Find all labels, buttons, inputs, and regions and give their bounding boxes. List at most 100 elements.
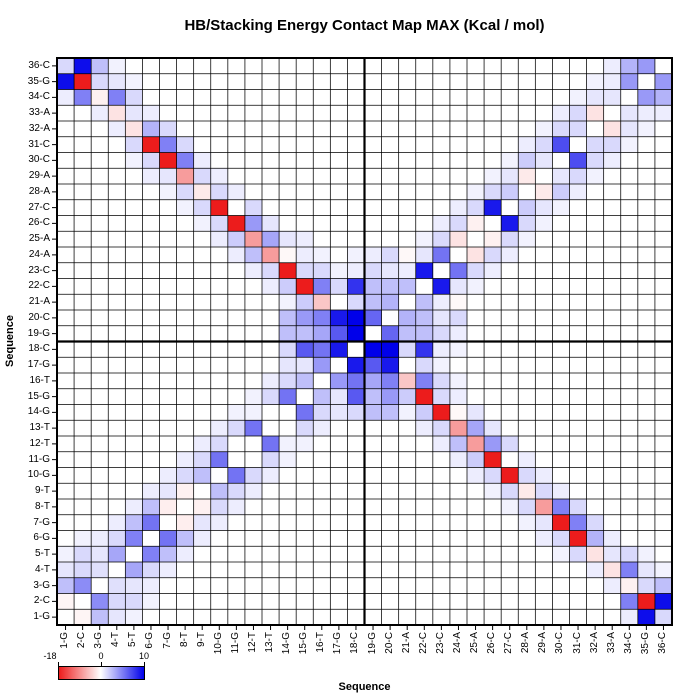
heatmap-cell[interactable] — [244, 373, 263, 389]
heatmap-cell[interactable] — [91, 546, 109, 563]
heatmap-cell[interactable] — [432, 168, 451, 185]
heatmap-cell[interactable] — [552, 467, 570, 484]
heatmap-cell[interactable] — [381, 325, 399, 342]
heatmap-cell[interactable] — [279, 247, 297, 263]
heatmap-cell[interactable] — [330, 388, 348, 405]
heatmap-cell[interactable] — [432, 373, 451, 389]
heatmap-cell[interactable] — [313, 530, 331, 547]
heatmap-cell[interactable] — [381, 577, 399, 594]
heatmap-cell[interactable] — [535, 546, 553, 563]
heatmap-cell[interactable] — [125, 404, 143, 421]
heatmap-cell[interactable] — [330, 294, 348, 311]
heatmap-cell[interactable] — [176, 152, 194, 169]
heatmap-cell[interactable] — [637, 262, 656, 279]
heatmap-cell[interactable] — [415, 168, 433, 185]
heatmap-cell[interactable] — [603, 310, 621, 326]
heatmap-cell[interactable] — [159, 577, 177, 594]
heatmap-cell[interactable] — [108, 514, 126, 531]
heatmap-cell[interactable] — [176, 373, 194, 389]
heatmap-cell[interactable] — [518, 152, 536, 169]
heatmap-cell[interactable] — [603, 136, 621, 153]
heatmap-cell[interactable] — [57, 278, 75, 295]
heatmap-cell[interactable] — [125, 357, 143, 374]
heatmap-cell[interactable] — [176, 577, 194, 594]
heatmap-cell[interactable] — [313, 341, 331, 358]
heatmap-cell[interactable] — [125, 577, 143, 594]
heatmap-cell[interactable] — [381, 105, 399, 122]
heatmap-cell[interactable] — [296, 357, 314, 374]
heatmap-cell[interactable] — [654, 310, 673, 326]
heatmap-cell[interactable] — [262, 388, 280, 405]
heatmap-cell[interactable] — [262, 593, 280, 610]
heatmap-cell[interactable] — [108, 136, 126, 153]
heatmap-cell[interactable] — [484, 184, 502, 200]
heatmap-cell[interactable] — [415, 231, 433, 248]
heatmap-cell[interactable] — [654, 168, 673, 185]
heatmap-cell[interactable] — [381, 89, 399, 106]
heatmap-cell[interactable] — [364, 136, 382, 153]
heatmap-cell[interactable] — [569, 483, 587, 500]
heatmap-cell[interactable] — [176, 483, 194, 500]
heatmap-cell[interactable] — [637, 247, 656, 263]
heatmap-cell[interactable] — [449, 89, 468, 106]
heatmap-cell[interactable] — [142, 514, 160, 531]
heatmap-cell[interactable] — [535, 231, 553, 248]
heatmap-cell[interactable] — [620, 325, 638, 342]
heatmap-cell[interactable] — [501, 231, 519, 248]
heatmap-cell[interactable] — [484, 310, 502, 326]
heatmap-cell[interactable] — [484, 231, 502, 248]
heatmap-cell[interactable] — [108, 483, 126, 500]
heatmap-cell[interactable] — [57, 483, 75, 500]
heatmap-cell[interactable] — [518, 310, 536, 326]
heatmap-cell[interactable] — [484, 467, 502, 484]
heatmap-cell[interactable] — [159, 105, 177, 122]
heatmap-cell[interactable] — [244, 562, 263, 578]
heatmap-cell[interactable] — [74, 341, 92, 358]
heatmap-cell[interactable] — [125, 325, 143, 342]
heatmap-cell[interactable] — [57, 199, 75, 216]
heatmap-cell[interactable] — [142, 436, 160, 452]
heatmap-cell[interactable] — [244, 404, 263, 421]
heatmap-cell[interactable] — [603, 451, 621, 468]
heatmap-cell[interactable] — [535, 199, 553, 216]
heatmap-cell[interactable] — [603, 404, 621, 421]
heatmap-cell[interactable] — [552, 514, 570, 531]
heatmap-cell[interactable] — [381, 562, 399, 578]
heatmap-cell[interactable] — [244, 152, 263, 169]
heatmap-cell[interactable] — [313, 451, 331, 468]
heatmap-cell[interactable] — [193, 294, 211, 311]
heatmap-cell[interactable] — [569, 105, 587, 122]
heatmap-cell[interactable] — [415, 420, 433, 437]
heatmap-cell[interactable] — [74, 467, 92, 484]
heatmap-cell[interactable] — [637, 341, 656, 358]
heatmap-cell[interactable] — [279, 73, 297, 90]
heatmap-cell[interactable] — [159, 562, 177, 578]
heatmap-cell[interactable] — [620, 199, 638, 216]
heatmap-cell[interactable] — [227, 152, 246, 169]
heatmap-cell[interactable] — [603, 546, 621, 563]
heatmap-cell[interactable] — [210, 121, 228, 137]
heatmap-cell[interactable] — [125, 546, 143, 563]
heatmap-cell[interactable] — [432, 105, 451, 122]
heatmap-cell[interactable] — [74, 546, 92, 563]
heatmap-cell[interactable] — [279, 341, 297, 358]
heatmap-cell[interactable] — [586, 136, 604, 153]
heatmap-cell[interactable] — [535, 215, 553, 232]
heatmap-cell[interactable] — [57, 593, 75, 610]
heatmap-cell[interactable] — [535, 184, 553, 200]
heatmap-cell[interactable] — [313, 609, 331, 626]
heatmap-cell[interactable] — [364, 168, 382, 185]
heatmap-cell[interactable] — [142, 215, 160, 232]
heatmap-cell[interactable] — [330, 310, 348, 326]
heatmap-cell[interactable] — [296, 199, 314, 216]
heatmap-cell[interactable] — [159, 546, 177, 563]
heatmap-cell[interactable] — [313, 231, 331, 248]
heatmap-cell[interactable] — [210, 593, 228, 610]
heatmap-cell[interactable] — [279, 499, 297, 515]
heatmap-cell[interactable] — [552, 294, 570, 311]
heatmap-cell[interactable] — [108, 73, 126, 90]
heatmap-cell[interactable] — [415, 514, 433, 531]
heatmap-cell[interactable] — [535, 73, 553, 90]
heatmap-cell[interactable] — [415, 609, 433, 626]
heatmap-cell[interactable] — [57, 341, 75, 358]
